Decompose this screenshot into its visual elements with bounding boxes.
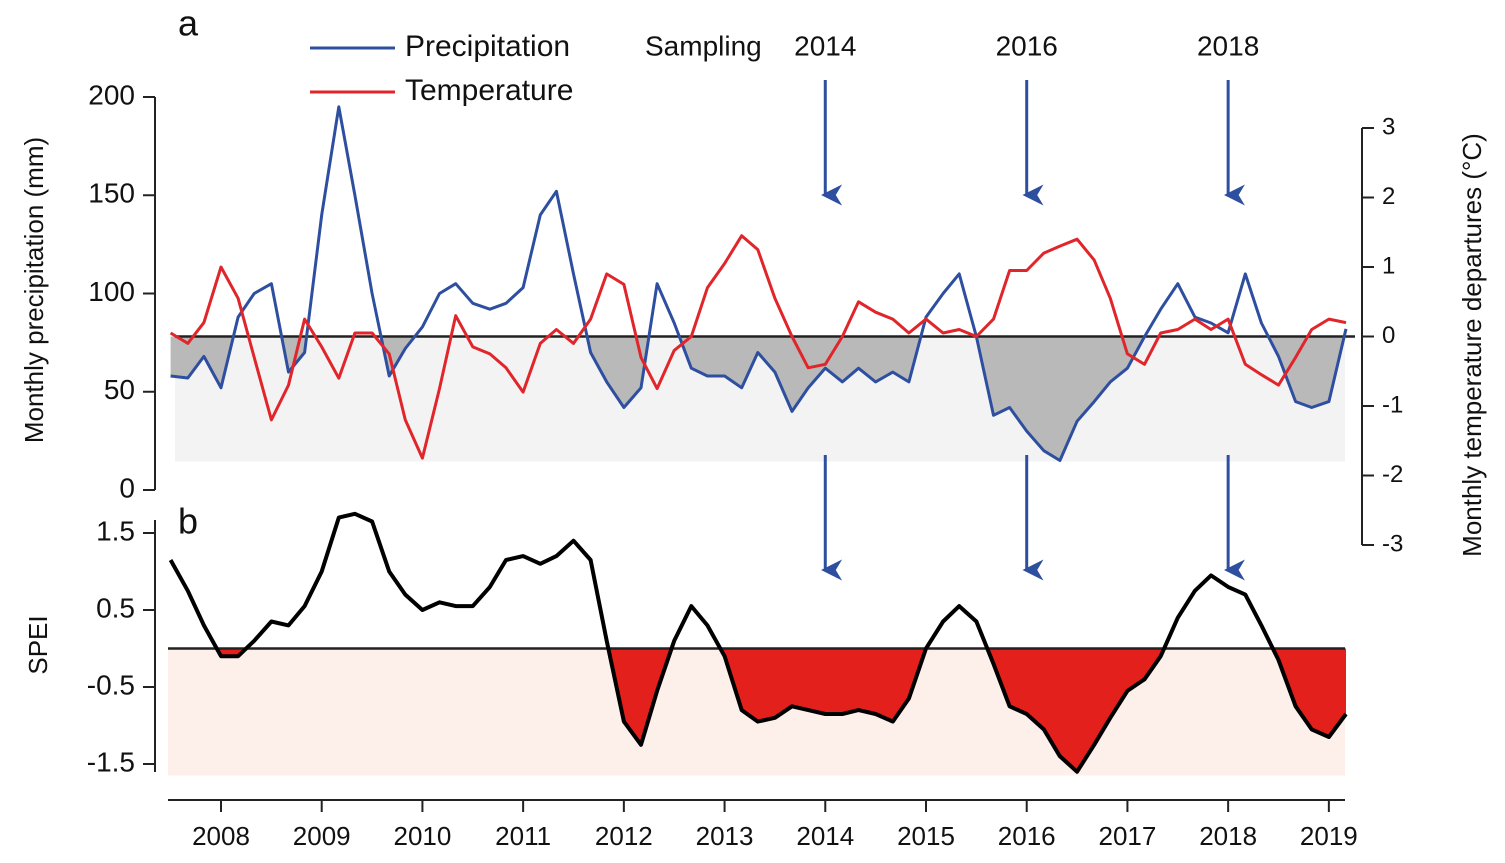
sampling-year: 2014 [794,30,856,61]
y2-tick-label: -1 [1382,391,1403,418]
y-tick-label: -1.5 [87,746,135,777]
x-tick-label: 2015 [897,821,955,851]
y2-tick-label: 1 [1382,252,1395,279]
y-tick-label: 150 [88,178,135,209]
y2-tick-label: 3 [1382,113,1395,140]
y-tick-label: 200 [88,79,135,110]
x-tick-label: 2017 [1099,821,1157,851]
x-tick-label: 2013 [696,821,754,851]
spei-line [168,511,1348,774]
y-tick-label: 0 [119,472,135,503]
sampling-year: 2018 [1197,30,1259,61]
annotation: Sampling [645,30,762,61]
deficit-fill [170,336,1346,461]
y-tick-label: 0.5 [96,592,135,623]
y2-tick-label: 2 [1382,183,1395,210]
series-line [169,234,1347,460]
y2-axis-label: Monthly temperature departures (°C) [1457,133,1487,557]
legend-label: Temperature [405,74,573,107]
series-line [170,105,1348,462]
y2-tick-label: 0 [1382,322,1395,349]
x-tick-label: 2014 [796,821,854,851]
x-tick-label: 2012 [595,821,653,851]
x-tick-label: 2010 [394,821,452,851]
x-tick-label: 2008 [192,821,250,851]
background-band [175,336,1345,462]
y-tick-label: 50 [104,374,135,405]
sampling-year: 2016 [996,30,1058,61]
y-tick-label: 1.5 [96,515,135,546]
x-tick-label: 2011 [495,821,551,851]
x-tick-label: 2019 [1300,821,1358,851]
panel-label: a [178,3,199,44]
x-tick-label: 2009 [293,821,351,851]
legend-label: Precipitation [405,30,570,63]
y-axis-label: Monthly precipitation (mm) [19,137,49,443]
x-tick-label: 2018 [1199,821,1257,851]
y2-tick-label: -3 [1382,530,1403,557]
panel-label: b [178,501,198,542]
y2-tick-label: -2 [1382,461,1403,488]
x-tick-label: 2016 [998,821,1056,851]
y-tick-label: 100 [88,276,135,307]
y-axis-label: SPEI [23,615,53,674]
y-tick-label: -0.5 [87,669,135,700]
